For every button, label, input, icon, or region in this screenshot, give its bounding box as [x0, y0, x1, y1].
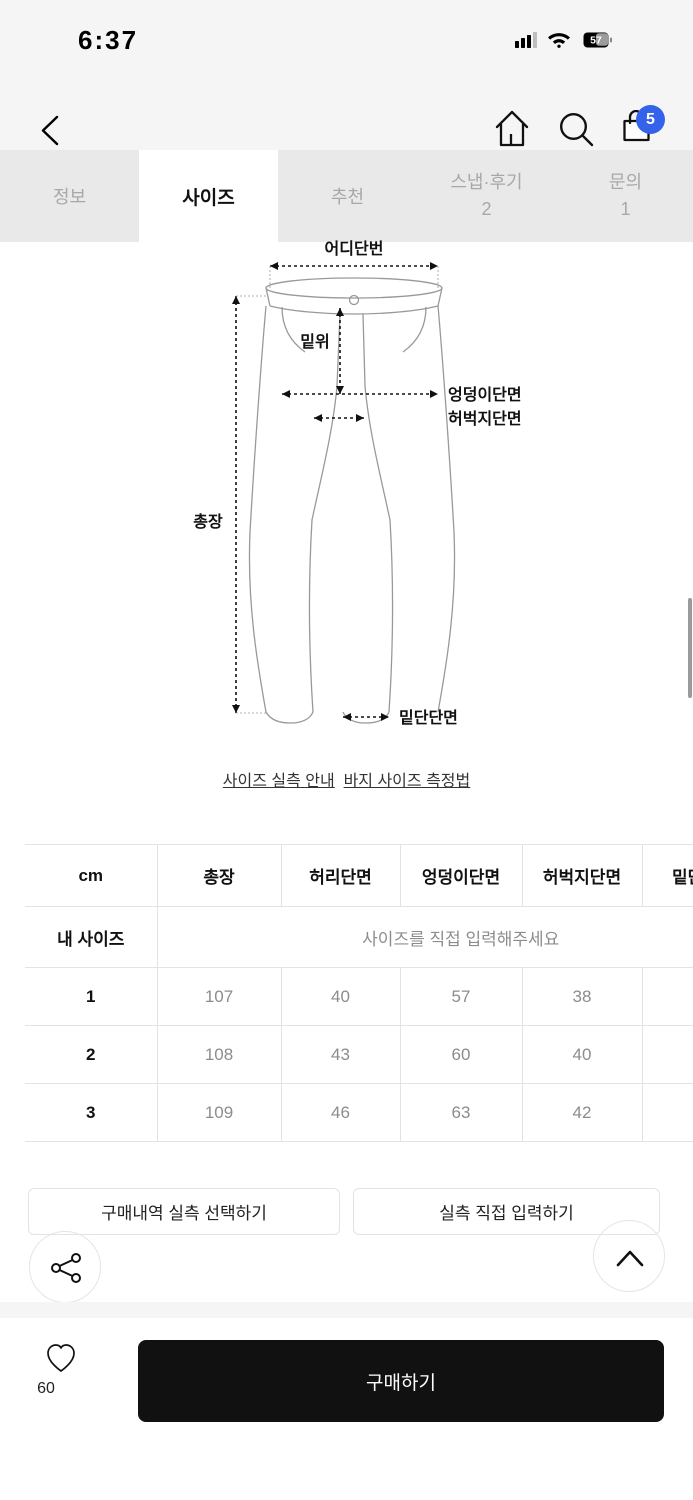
svg-text:밑단단면: 밑단단면 — [399, 708, 458, 727]
svg-text:총장: 총장 — [193, 513, 223, 531]
svg-text:어디단번: 어디단번 — [325, 240, 384, 258]
svg-text:허벅지단면: 허벅지단면 — [448, 409, 522, 428]
svg-text:밑위: 밑위 — [300, 332, 329, 351]
svg-text:57: 57 — [590, 35, 602, 47]
svg-text:엉덩이단면: 엉덩이단면 — [448, 385, 522, 404]
